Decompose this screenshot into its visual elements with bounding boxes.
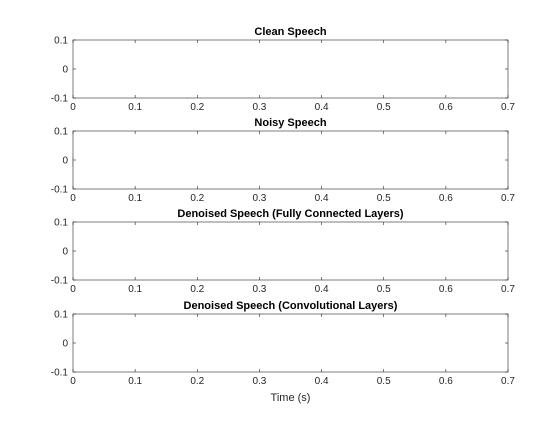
y-tick-label: 0.1 — [54, 127, 68, 138]
x-tick-label: 0.4 — [315, 102, 329, 113]
x-tick-label: 0.3 — [252, 284, 266, 295]
x-tick-label: 0.3 — [252, 102, 266, 113]
x-tick-label: 0.4 — [315, 193, 329, 204]
y-tick-label: 0.1 — [54, 36, 68, 47]
x-tick-label: 0.7 — [501, 193, 515, 204]
subplot-title: Denoised Speech (Fully Connected Layers) — [177, 208, 404, 220]
x-tick-label: 0.2 — [190, 376, 204, 387]
x-tick-label: 0.3 — [252, 193, 266, 204]
axes-frame — [72, 130, 509, 190]
x-tick-label: 0.3 — [252, 376, 266, 387]
x-tick-label: 0.6 — [439, 284, 453, 295]
x-tick-label: 0 — [70, 102, 76, 113]
x-tick-label: 0.1 — [128, 193, 142, 204]
y-tick-label: -0.1 — [51, 368, 69, 379]
axes-frame — [72, 313, 509, 373]
x-tick-label: 0.6 — [439, 102, 453, 113]
y-tick-label: -0.1 — [51, 94, 69, 105]
y-tick-label: 0 — [62, 156, 68, 167]
y-tick-label: -0.1 — [51, 185, 69, 196]
y-tick-label: 0.1 — [54, 218, 68, 229]
y-tick-label: 0 — [62, 65, 68, 76]
x-tick-label: 0.6 — [439, 376, 453, 387]
x-tick-label: 0.7 — [501, 102, 515, 113]
x-tick-label: 0 — [70, 193, 76, 204]
x-tick-label: 0.4 — [315, 284, 329, 295]
x-axis-label: Time (s) — [271, 392, 311, 404]
x-tick-label: 0.5 — [377, 102, 391, 113]
x-tick-label: 0.1 — [128, 102, 142, 113]
x-tick-label: 0.6 — [439, 193, 453, 204]
axes-frame — [72, 221, 509, 281]
x-tick-label: 0.5 — [377, 193, 391, 204]
x-tick-label: 0.7 — [501, 376, 515, 387]
x-tick-label: 0.2 — [190, 284, 204, 295]
x-tick-label: 0.5 — [377, 284, 391, 295]
x-tick-label: 0 — [70, 284, 76, 295]
subplot-title: Denoised Speech (Convolutional Layers) — [184, 300, 398, 312]
axes-frame — [72, 39, 509, 99]
y-tick-label: 0.1 — [54, 310, 68, 321]
subplot-title: Clean Speech — [254, 26, 326, 38]
x-tick-label: 0.2 — [190, 193, 204, 204]
x-tick-label: 0.4 — [315, 376, 329, 387]
x-tick-label: 0.1 — [128, 284, 142, 295]
x-tick-label: 0.1 — [128, 376, 142, 387]
x-tick-label: 0.2 — [190, 102, 204, 113]
y-tick-label: 0 — [62, 247, 68, 258]
x-tick-label: 0.5 — [377, 376, 391, 387]
x-tick-label: 0.7 — [501, 284, 515, 295]
y-tick-label: -0.1 — [51, 276, 69, 287]
subplot-title: Noisy Speech — [254, 117, 326, 129]
y-tick-label: 0 — [62, 339, 68, 350]
x-tick-label: 0 — [70, 376, 76, 387]
